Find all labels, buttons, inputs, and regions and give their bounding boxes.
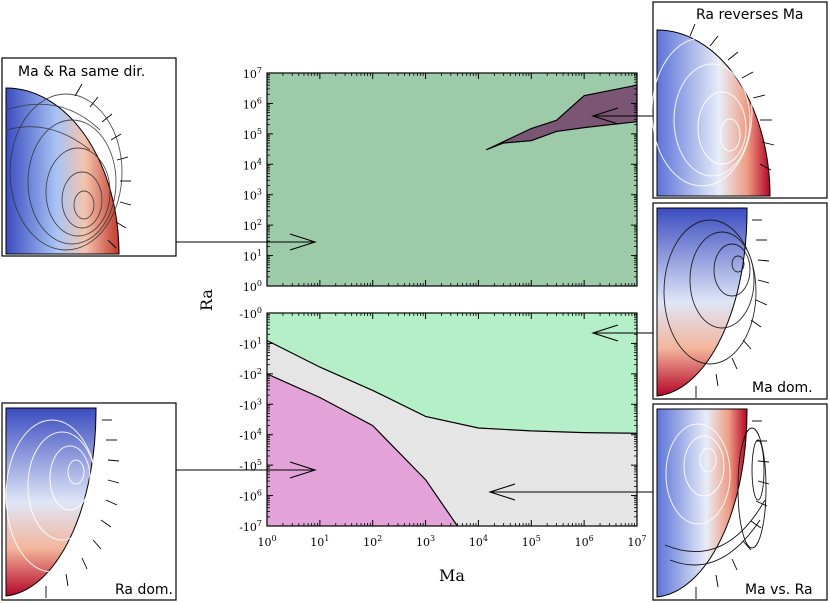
top-panel-ticks <box>266 72 638 287</box>
y-tick-label: -103 <box>239 397 262 412</box>
boundary-upper <box>267 339 637 434</box>
x-tick-label: 105 <box>522 534 541 549</box>
bottom-panel-ticks <box>266 312 638 527</box>
inset-title: Ma vs. Ra <box>745 582 813 598</box>
arrow-ra-reverses <box>591 107 653 125</box>
surface-arrows <box>74 83 132 249</box>
y-tick-label: -107 <box>239 519 262 534</box>
x-tick-label: 106 <box>575 534 594 549</box>
x-tick-label: 103 <box>416 534 435 549</box>
x-tick-label: 100 <box>257 534 276 549</box>
arrow-same-dir <box>176 233 317 251</box>
inset-ra-dom: Ra dom. <box>1 402 177 601</box>
top-panel <box>266 72 638 287</box>
y-tick-label: 106 <box>243 96 262 111</box>
droplet <box>5 407 97 597</box>
inset-title: Ra reverses Ma <box>696 7 803 23</box>
y-tick-label: 101 <box>243 249 262 264</box>
y-tick-label: 105 <box>243 127 262 142</box>
y-tick-label: 102 <box>243 218 262 233</box>
inset-ma-dom: Ma dom. <box>652 202 828 400</box>
region-ra-dom <box>267 373 458 526</box>
bottom-panel-frame <box>266 312 638 527</box>
y-tick-label: -104 <box>239 428 262 443</box>
y-tick-label: -106 <box>239 489 262 504</box>
bottom-y-tick-labels: -100 -101 -102 -103 -104 -105 -106 -107 <box>239 306 262 534</box>
connector-arrows <box>176 107 653 501</box>
inset-title: Ma dom. <box>752 380 813 396</box>
inset-same-dir: Ma & Ra same dir. <box>1 57 177 257</box>
inset-title: Ra dom. <box>115 582 173 598</box>
y-tick-label: -100 <box>239 306 262 321</box>
y-tick-label: -105 <box>239 458 262 473</box>
inset-ra-reverses: Ra reverses Ma <box>651 1 828 199</box>
x-tick-label: 104 <box>469 534 488 549</box>
arrow-ma-dom <box>591 324 653 342</box>
y-tick-label: -102 <box>239 367 262 382</box>
top-panel-frame <box>266 72 638 287</box>
boundary-lower <box>267 373 458 526</box>
x-tick-labels: 100 101 102 103 104 105 106 107 <box>257 534 646 549</box>
x-axis-label: Ma <box>439 566 465 585</box>
region-ra-reverses <box>485 84 637 151</box>
y-tick-label: 107 <box>243 66 262 81</box>
droplet <box>656 207 748 397</box>
bottom-panel <box>266 312 638 527</box>
y-tick-label: 103 <box>243 188 262 203</box>
arrow-ra-dom <box>176 461 317 479</box>
x-tick-label: 101 <box>310 534 329 549</box>
y-tick-label: -101 <box>239 336 262 351</box>
inset-title: Ma & Ra same dir. <box>18 64 145 80</box>
x-tick-label: 107 <box>627 534 646 549</box>
x-tick-label: 102 <box>363 534 382 549</box>
y-tick-label: 100 <box>243 279 262 294</box>
arrow-ma-vs-ra <box>488 483 653 501</box>
inset-ma-vs-ra: Ma vs. Ra <box>652 403 828 601</box>
droplet <box>5 87 120 255</box>
y-axis-label: Ra <box>197 289 216 311</box>
top-y-tick-labels: 107 106 105 104 103 102 101 100 <box>243 66 262 294</box>
y-tick-label: 104 <box>243 157 262 172</box>
